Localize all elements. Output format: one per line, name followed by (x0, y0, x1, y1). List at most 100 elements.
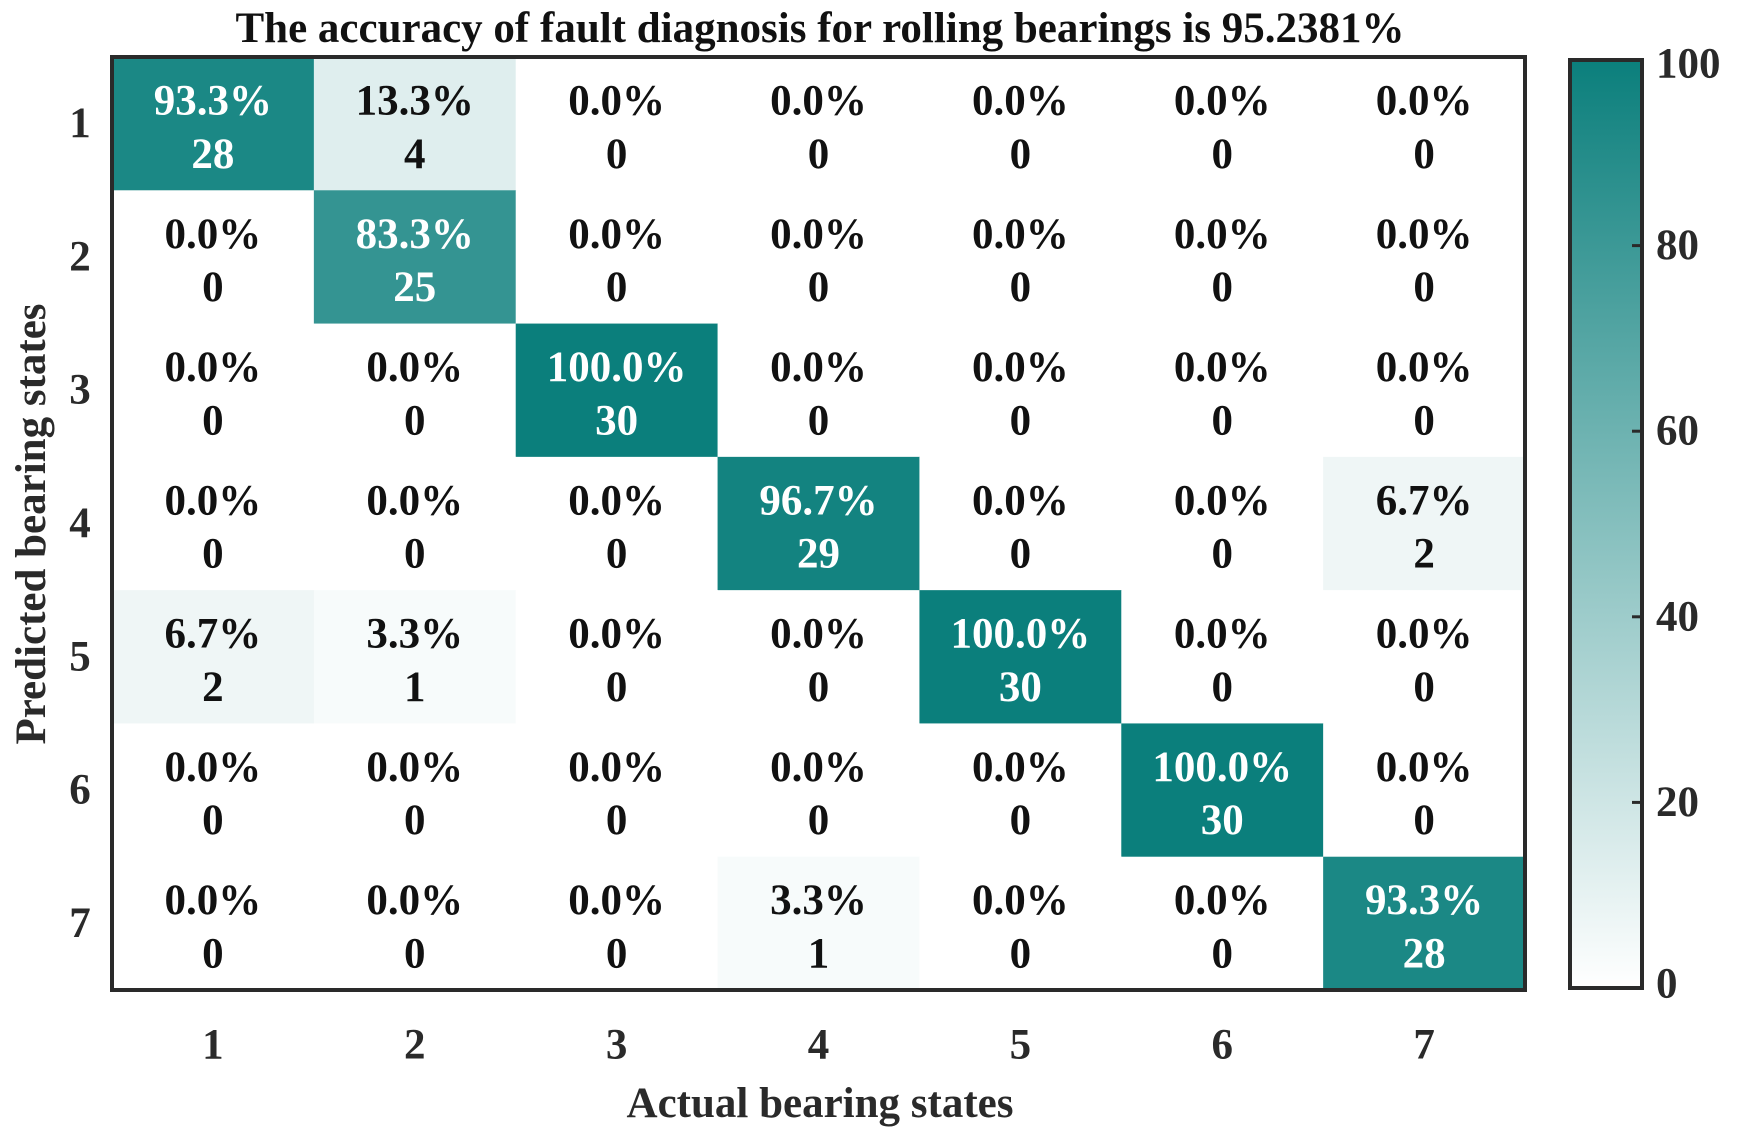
cell-percent-label: 0.0% (1376, 344, 1473, 391)
cell-count-label: 2 (1413, 531, 1435, 578)
cell-percent-label: 0.0% (568, 744, 665, 791)
cell-count-label: 0 (606, 664, 628, 711)
cell-count-label: 0 (1211, 264, 1233, 311)
cell-percent-label: 0.0% (770, 344, 867, 391)
cell-percent-label: 0.0% (1376, 211, 1473, 258)
cell-count-label: 2 (202, 664, 224, 711)
cell-count-label: 0 (606, 264, 628, 311)
cell-count-label: 0 (202, 531, 224, 578)
heatmap-cell-r1-c3 (515, 57, 719, 191)
heatmap-cell-r7-c1 (112, 856, 315, 991)
cell-count-label: 0 (1413, 397, 1435, 444)
cell-count-label: 0 (1010, 531, 1032, 578)
heatmap-cell-r1-c7 (1323, 57, 1526, 191)
cell-count-label: 0 (1010, 264, 1032, 311)
heatmap-cell-r4-c7 (1323, 456, 1526, 591)
cell-count-label: 0 (202, 397, 224, 444)
heatmap-cell-r3-c2 (313, 323, 517, 458)
cell-percent-label: 0.0% (366, 877, 463, 924)
heatmap-cell-r1-c4 (717, 57, 920, 191)
y-tick-label: 7 (69, 900, 91, 947)
heatmap-cell-r5-c6 (1121, 590, 1324, 724)
cell-count-label: 30 (999, 664, 1042, 711)
heatmap-cell-r3-c5 (919, 323, 1122, 458)
cell-percent-label: 0.0% (1174, 877, 1271, 924)
cell-count-label: 29 (797, 531, 840, 578)
heatmap-cell-r1-c2 (313, 57, 517, 191)
plot-frame (110, 55, 1527, 992)
x-tick-label: 4 (808, 1022, 830, 1069)
heatmap-cell-r4-c6 (1121, 456, 1324, 591)
cell-percent-label: 0.0% (568, 211, 665, 258)
colorbar-tick-label: 80 (1656, 222, 1699, 269)
heatmap-cell-r7-c4 (717, 856, 920, 991)
y-tick-label: 2 (69, 233, 91, 280)
heatmap-cell-r2-c5 (919, 190, 1122, 325)
cell-count-label: 0 (202, 264, 224, 311)
heatmap-cell-r3-c6 (1121, 323, 1324, 458)
cell-count-label: 0 (808, 397, 830, 444)
cell-count-label: 0 (808, 664, 830, 711)
cell-count-label: 28 (191, 131, 234, 178)
heatmap-cell-r2-c6 (1121, 190, 1324, 325)
cell-count-label: 0 (1211, 397, 1233, 444)
heatmap-cell-r1-c5 (919, 57, 1122, 191)
cell-count-label: 0 (404, 397, 426, 444)
cell-percent-label: 0.0% (366, 477, 463, 524)
cell-percent-label: 0.0% (1376, 77, 1473, 124)
heatmap-cells (112, 57, 1526, 991)
cell-percent-label: 0.0% (165, 744, 262, 791)
cell-percent-label: 93.3% (154, 77, 272, 124)
cell-percent-label: 13.3% (356, 77, 474, 124)
cell-count-label: 1 (404, 664, 426, 711)
colorbar (1568, 58, 1644, 990)
cell-count-label: 0 (606, 797, 628, 844)
cell-percent-label: 0.0% (568, 877, 665, 924)
colorbar-tick-label: 40 (1656, 593, 1699, 640)
cell-count-label: 0 (1211, 131, 1233, 178)
cell-count-label: 0 (1010, 931, 1032, 978)
cell-count-label: 0 (1413, 664, 1435, 711)
cell-count-label: 0 (1010, 131, 1032, 178)
cell-count-label: 0 (1010, 397, 1032, 444)
heatmap-cell-r4-c5 (919, 456, 1122, 591)
cell-percent-label: 0.0% (568, 477, 665, 524)
cell-percent-label: 100.0% (1152, 744, 1292, 791)
cell-count-label: 0 (808, 131, 830, 178)
cell-count-label: 0 (1413, 797, 1435, 844)
cell-percent-label: 0.0% (770, 611, 867, 658)
heatmap-cell-r3-c1 (112, 323, 315, 458)
cell-percent-label: 0.0% (1174, 477, 1271, 524)
cell-count-label: 0 (1211, 531, 1233, 578)
cell-percent-label: 3.3% (770, 877, 867, 924)
heatmap-cell-labels: 93.3%2813.3%40.0%00.0%00.0%00.0%00.0%00.… (154, 77, 1483, 977)
heatmap-cell-r3-c3 (515, 323, 719, 458)
cell-percent-label: 0.0% (770, 77, 867, 124)
cell-percent-label: 0.0% (165, 344, 262, 391)
cell-percent-label: 6.7% (1376, 477, 1473, 524)
heatmap-cell-r7-c3 (515, 856, 719, 991)
heatmap-cell-r1-c1 (112, 57, 315, 191)
heatmap-cell-r4-c2 (313, 456, 517, 591)
cell-percent-label: 0.0% (1376, 744, 1473, 791)
heatmap-cell-r6-c3 (515, 723, 719, 858)
cell-count-label: 0 (202, 797, 224, 844)
y-tick-label: 1 (69, 100, 91, 147)
cell-percent-label: 0.0% (972, 211, 1069, 258)
cell-percent-label: 96.7% (759, 477, 877, 524)
cell-percent-label: 0.0% (165, 877, 262, 924)
y-tick-label: 3 (69, 367, 91, 414)
cell-percent-label: 0.0% (1376, 611, 1473, 658)
cell-count-label: 0 (1413, 264, 1435, 311)
cell-count-label: 0 (606, 131, 628, 178)
cell-percent-label: 100.0% (950, 611, 1090, 658)
heatmap-cell-r7-c6 (1121, 856, 1324, 991)
colorbar-tick-labels: 0 20 40 60 80 100 (1632, 41, 1721, 1008)
cell-count-label: 30 (595, 397, 638, 444)
cell-percent-label: 6.7% (165, 611, 262, 658)
heatmap-cell-r1-c6 (1121, 57, 1324, 191)
cell-percent-label: 0.0% (366, 344, 463, 391)
cell-percent-label: 0.0% (1174, 77, 1271, 124)
heatmap-cell-r4-c4 (717, 456, 920, 591)
